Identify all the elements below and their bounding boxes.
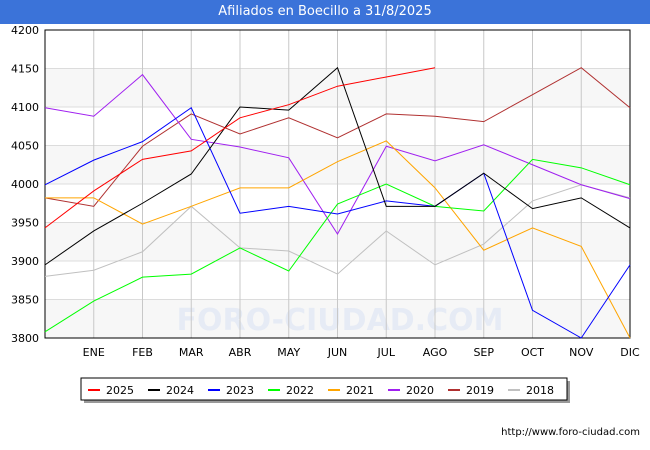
series-line-2025 <box>44 67 436 229</box>
x-tick-label: ABR <box>229 346 252 359</box>
y-tick-label: 4100 <box>11 101 39 114</box>
legend-label-2023: 2023 <box>226 384 254 397</box>
y-tick-label: 4050 <box>11 140 39 153</box>
legend-box <box>80 377 568 401</box>
x-tick-label: OCT <box>521 346 544 359</box>
y-tick-label: 3800 <box>11 332 39 345</box>
series-line-2018 <box>44 184 631 277</box>
y-tick-label: 3900 <box>11 255 39 268</box>
legend-label-2018: 2018 <box>526 384 554 397</box>
series-line-2021 <box>45 140 631 339</box>
x-tick-label: MAR <box>179 346 204 359</box>
x-tick-label: MAY <box>277 346 300 359</box>
series-line-2024 <box>44 66 631 266</box>
series-line-2019 <box>44 67 631 207</box>
series-line-2020 <box>44 73 631 236</box>
watermark: FORO-CIUDAD.COM <box>177 303 504 338</box>
x-tick-label: SEP <box>473 346 494 359</box>
y-tick-label: 4000 <box>11 178 39 191</box>
legend-label-2024: 2024 <box>166 384 194 397</box>
x-tick-label: ENE <box>83 346 105 359</box>
y-tick-label: 4200 <box>11 24 39 37</box>
x-tick-label: AGO <box>423 346 448 359</box>
legend-label-2020: 2020 <box>406 384 434 397</box>
x-tick-label: FEB <box>132 346 153 359</box>
x-tick-label: JUL <box>377 346 396 359</box>
plot-frame <box>44 29 631 339</box>
chart-title: Afiliados en Boecillo a 31/8/2025 <box>0 0 650 24</box>
series-line-2023 <box>44 107 631 339</box>
y-tick-label: 3850 <box>11 294 39 307</box>
legend-label-2021: 2021 <box>346 384 374 397</box>
y-tick-label: 4150 <box>11 63 39 76</box>
x-tick-label: NOV <box>569 346 594 359</box>
legend-label-2025: 2025 <box>106 384 134 397</box>
series-line-2022 <box>44 158 631 333</box>
y-tick-label: 3950 <box>11 217 39 230</box>
x-tick-label: DIC <box>620 346 640 359</box>
source-url[interactable]: http://www.foro-ciudad.com <box>501 427 640 438</box>
x-tick-label: JUN <box>327 346 348 359</box>
legend-label-2022: 2022 <box>286 384 314 397</box>
legend-label-2019: 2019 <box>466 384 494 397</box>
